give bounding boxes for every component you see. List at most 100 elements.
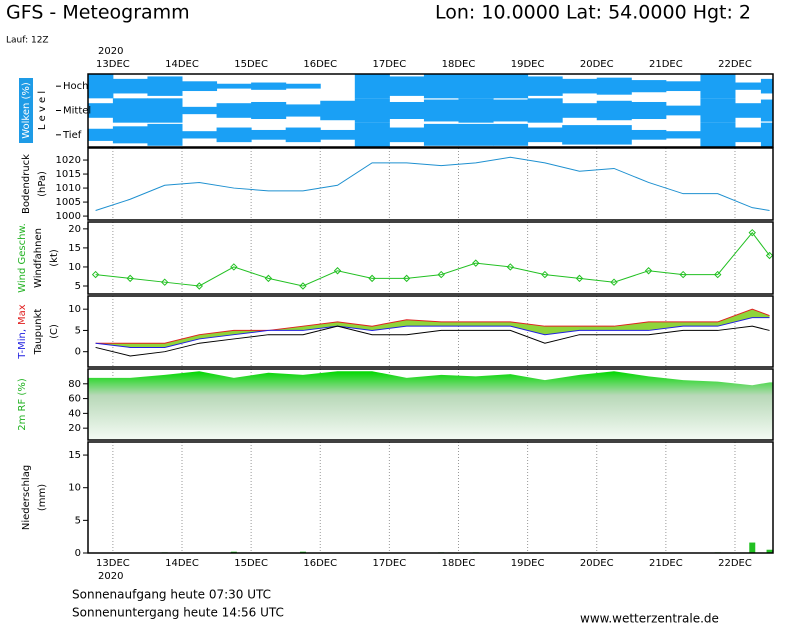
y-tick-label: 0	[75, 548, 81, 559]
y-axis-label: T-Min, Max	[17, 304, 28, 359]
marker	[644, 267, 653, 275]
y-tick-label: 10	[68, 262, 81, 273]
cloud-cell	[700, 74, 736, 99]
cloud-cell	[596, 77, 632, 95]
panel-border	[87, 295, 774, 368]
x-tick-label-top: 22DEC	[718, 59, 752, 70]
data-line	[95, 325, 770, 357]
level-label: Tief	[62, 130, 82, 141]
cloud-cell	[527, 127, 563, 143]
y-axis-label: (C)	[49, 324, 60, 339]
marker	[230, 263, 238, 271]
cloud-cell	[182, 81, 218, 92]
marker	[402, 274, 411, 283]
source: www.wetterzentrale.de	[580, 612, 719, 625]
level-label: Hoch	[63, 81, 88, 92]
marker	[610, 278, 618, 286]
y-tick-label: 15	[68, 243, 81, 254]
cloud-cell	[527, 76, 563, 96]
x-tick-label-top: 18DEC	[442, 59, 476, 70]
cloud-cell	[88, 74, 114, 99]
cloud-cell	[665, 131, 701, 139]
cloud-cell	[527, 98, 563, 123]
sunrise: Sonnenaufgang heute 07:30 UTC	[72, 588, 271, 602]
x-tick-label-top: 20DEC	[580, 59, 614, 70]
marker	[679, 270, 687, 279]
cloud-cell	[562, 103, 598, 118]
cloud-cell	[631, 101, 667, 120]
marker	[541, 270, 549, 279]
y-axis-label-part: Wolken (%)	[21, 82, 32, 139]
cloud-cell	[389, 127, 425, 143]
y-tick-label: 20	[68, 224, 81, 235]
panel-border	[87, 368, 774, 441]
cloud-cell	[734, 127, 762, 143]
cloud-cell	[354, 122, 390, 147]
panel-frame	[88, 148, 773, 220]
cloud-cell	[147, 123, 183, 146]
marker	[299, 282, 307, 290]
y-axis-label-part: (mm)	[37, 484, 48, 511]
y-tick-label: 20	[68, 423, 81, 434]
cloud-cell	[562, 78, 598, 94]
cloud-cell	[216, 83, 252, 89]
y-axis-label: 2m RF (%)	[17, 378, 28, 431]
cloud-cell	[665, 105, 701, 116]
precip-bar	[766, 549, 773, 553]
data-line	[95, 317, 770, 348]
cloud-cell	[423, 123, 459, 146]
cloud-cell	[760, 122, 774, 147]
cloud-cell	[631, 129, 667, 140]
cloud-cell	[251, 129, 287, 140]
cloud-cell	[88, 128, 114, 141]
panel	[95, 296, 770, 367]
x-tick-label-top: 15DEC	[234, 59, 268, 70]
cloud-cell	[493, 74, 529, 99]
marker	[126, 274, 134, 283]
y-axis-label-part: Taupunkt	[33, 309, 44, 356]
y-axis-label-bg	[19, 78, 33, 143]
y-axis-label-part: T-Min,	[17, 329, 28, 360]
cloud-cell	[631, 80, 667, 93]
x-tick-label-bottom: 13DEC	[96, 558, 130, 569]
cloud-cell	[596, 100, 632, 121]
x-tick-label-bottom: 18DEC	[442, 558, 476, 569]
cloud-cell	[285, 83, 321, 89]
marker	[333, 267, 342, 275]
y-axis-label: L e v e l	[37, 91, 48, 130]
marker	[437, 270, 445, 279]
cloud-cell	[354, 74, 390, 99]
y-axis-label-part: Windfahnen	[33, 228, 44, 288]
cloud-cell	[596, 125, 632, 145]
cloud-cell	[423, 74, 459, 99]
year-bottom: 2020	[98, 571, 123, 582]
panel-border	[87, 73, 774, 148]
marker	[713, 270, 722, 279]
y-tick-label: 1000	[56, 211, 81, 222]
y-tick-label: 15	[68, 450, 81, 461]
sunset: Sonnenuntergang heute 14:56 UTC	[72, 606, 284, 620]
y-tick-label: 5	[75, 325, 81, 336]
cloud-cell	[458, 98, 494, 123]
y-axis-label: (mm)	[37, 484, 48, 511]
panel-border	[87, 221, 774, 295]
x-tick-label-bottom: 20DEC	[580, 558, 614, 569]
panel-frame	[88, 442, 773, 553]
x-tick-label-top: 19DEC	[511, 59, 545, 70]
y-axis-label: Niederschlag	[21, 465, 32, 530]
y-tick-label: 1010	[56, 183, 81, 194]
cloud-cell	[251, 82, 287, 90]
cloud-cell	[88, 103, 114, 118]
data-line	[95, 308, 770, 344]
cloud-cell	[112, 126, 148, 144]
marker	[506, 263, 515, 271]
cloud-cell	[760, 99, 774, 122]
marker	[748, 228, 756, 237]
y-axis-label: Windfahnen	[33, 228, 44, 288]
cloud-cell	[760, 78, 774, 94]
x-tick-label-bottom: 21DEC	[649, 558, 683, 569]
year-top: 2020	[98, 46, 123, 57]
data-line	[95, 231, 770, 287]
cloud-cell	[493, 99, 529, 122]
level-label: Mittel	[63, 106, 91, 117]
